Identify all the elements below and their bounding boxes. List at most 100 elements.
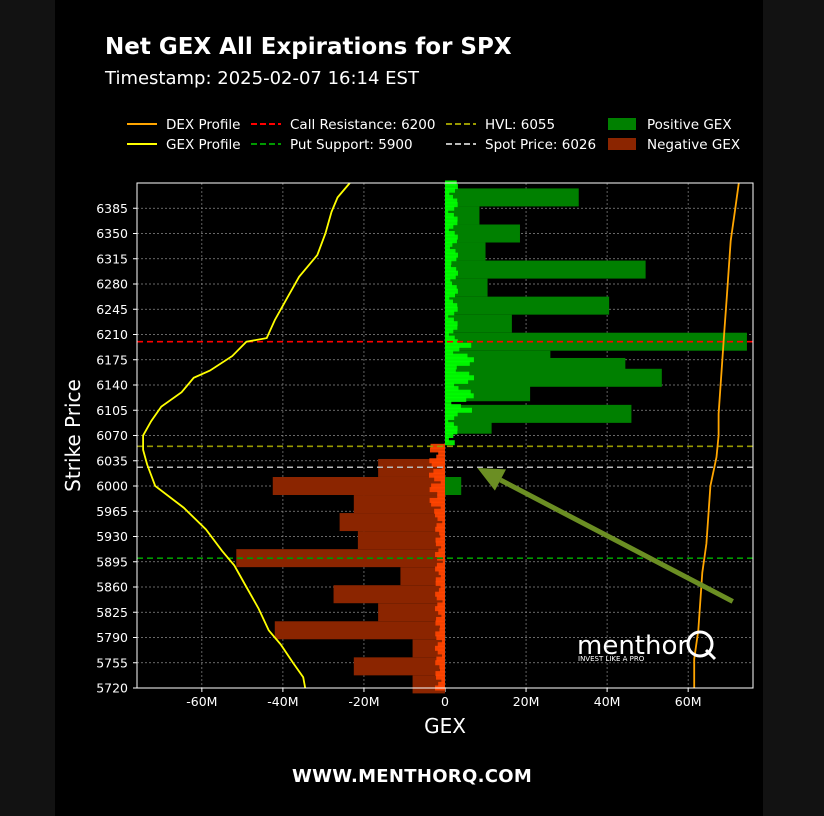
footer-url[interactable]: WWW.MENTHORQ.COM	[291, 766, 533, 787]
negative-near-zero-strip	[435, 537, 445, 543]
y-tick-label: 6070	[96, 428, 128, 443]
positive-near-zero-strip	[445, 194, 453, 200]
negative-near-zero-strip	[440, 505, 445, 511]
negative-near-zero-strip	[441, 638, 445, 644]
positive-near-zero-strip	[445, 231, 455, 236]
negative-near-zero-strip	[434, 476, 445, 482]
positive-near-zero-strip	[445, 281, 453, 287]
negative-near-zero-strip	[439, 624, 445, 630]
negative-near-zero-strip	[435, 566, 445, 572]
positive-near-zero-strip	[445, 389, 471, 395]
negative-near-zero-strip	[435, 606, 445, 612]
positive-near-zero-strip	[445, 433, 454, 438]
negative-near-zero-strip	[429, 497, 445, 503]
positive-near-zero-strip	[445, 187, 456, 193]
x-axis-label: GEX	[424, 714, 466, 738]
negative-near-zero-strip	[442, 598, 445, 604]
negative-near-zero-strip	[438, 588, 445, 594]
y-tick-label: 6280	[96, 277, 128, 292]
chart-subtitle: Timestamp: 2025-02-07 16:14 EST	[105, 68, 419, 89]
x-tick-label: -60M	[186, 694, 217, 709]
legend-label: HVL: 6055	[485, 117, 555, 133]
negative-near-zero-strip	[435, 660, 445, 666]
positive-gex-bar	[445, 314, 512, 333]
negative-near-zero-strip	[435, 620, 445, 626]
positive-gex-bar	[445, 224, 520, 243]
negative-near-zero-strip	[441, 465, 445, 471]
legend-label: Call Resistance: 6200	[290, 117, 435, 133]
positive-gex-bar	[445, 188, 579, 207]
negative-near-zero-strip	[440, 534, 445, 539]
positive-near-zero-strip	[445, 212, 454, 218]
positive-near-zero-strip	[445, 378, 469, 384]
positive-near-zero-strip	[445, 440, 455, 446]
positive-near-zero-strip	[445, 277, 451, 283]
positive-near-zero-strip	[445, 288, 458, 294]
y-tick-label: 6175	[96, 352, 128, 367]
negative-near-zero-strip	[437, 494, 445, 500]
negative-near-zero-strip	[440, 479, 445, 485]
negative-near-zero-strip	[436, 523, 445, 529]
positive-near-zero-strip	[445, 299, 453, 305]
negative-gex-bar	[333, 585, 445, 604]
negative-near-zero-strip	[438, 570, 445, 576]
negative-near-zero-strip	[436, 454, 445, 460]
y-tick-label: 5930	[96, 529, 128, 544]
negative-gex-bar	[353, 495, 445, 514]
negative-near-zero-strip	[437, 602, 445, 608]
negative-near-zero-strip	[436, 674, 445, 680]
annotation-arrow-shaft	[499, 477, 734, 604]
positive-near-zero-strip	[445, 234, 458, 240]
positive-near-zero-strip	[445, 198, 458, 204]
positive-near-zero-strip	[445, 263, 452, 269]
positive-near-zero-strip	[445, 295, 450, 301]
positive-near-zero-strip	[445, 270, 458, 276]
positive-near-zero-strip	[445, 375, 474, 381]
positive-near-zero-strip	[445, 328, 454, 334]
negative-near-zero-strip	[442, 519, 445, 525]
positive-near-zero-strip	[445, 396, 467, 402]
positive-near-zero-strip	[445, 324, 458, 330]
positive-near-zero-strip	[445, 429, 458, 435]
positive-near-zero-strip	[445, 209, 449, 215]
watermark-q-tail	[704, 648, 717, 661]
positive-near-zero-strip	[445, 223, 454, 229]
negative-near-zero-strip	[436, 562, 445, 568]
positive-near-zero-strip	[445, 317, 454, 323]
plot-frame	[136, 182, 754, 689]
legend-label: DEX Profile	[166, 117, 240, 133]
negative-near-zero-strip	[429, 447, 445, 453]
negative-near-zero-strip	[435, 671, 445, 677]
positive-near-zero-strip	[445, 335, 455, 341]
x-tick-label: 20M	[513, 694, 540, 709]
negative-near-zero-strip	[437, 490, 445, 496]
positive-near-zero-strip	[445, 191, 450, 197]
x-tick-label: 0	[441, 694, 449, 709]
negative-near-zero-strip	[439, 627, 445, 633]
positive-near-zero-strip	[445, 400, 452, 406]
positive-near-zero-strip	[445, 425, 458, 431]
positive-near-zero-strip	[445, 382, 455, 388]
positive-near-zero-strip	[445, 342, 472, 348]
positive-near-zero-strip	[445, 256, 457, 262]
positive-gex-bar	[445, 332, 747, 351]
legend-swatch	[608, 138, 636, 150]
positive-near-zero-strip	[445, 332, 449, 337]
positive-near-zero-strip	[445, 205, 455, 211]
negative-gex-bar	[378, 603, 445, 622]
negative-near-zero-strip	[440, 573, 445, 579]
negative-near-zero-strip	[441, 653, 445, 659]
y-tick-label: 5965	[96, 504, 128, 519]
left-margin	[0, 0, 55, 816]
positive-near-zero-strip	[445, 353, 468, 359]
positive-gex-bar	[445, 368, 662, 387]
negative-near-zero-strip	[436, 656, 445, 662]
negative-gex-bar	[400, 567, 445, 586]
negative-near-zero-strip	[435, 580, 445, 586]
negative-near-zero-strip	[442, 559, 445, 565]
annotation-arrow-head	[477, 467, 507, 491]
negative-near-zero-strip	[431, 483, 445, 489]
y-axis-label: Strike Price	[61, 379, 85, 492]
positive-near-zero-strip	[445, 202, 458, 208]
x-tick-label: -20M	[348, 694, 379, 709]
